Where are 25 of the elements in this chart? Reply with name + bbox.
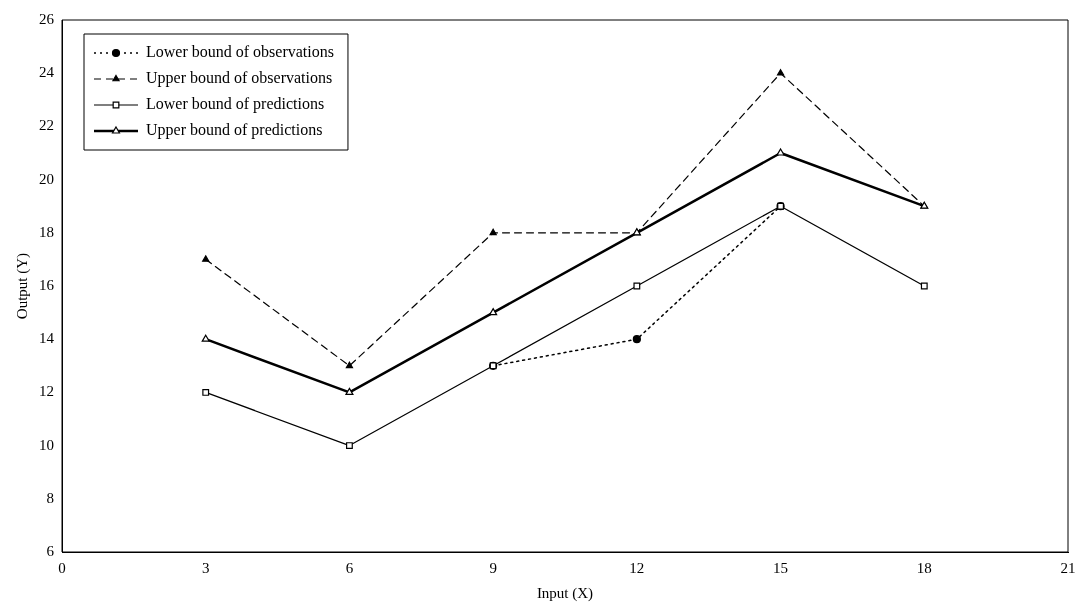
x-tick-label: 18 xyxy=(916,559,932,576)
legend-label: Upper bound of observations xyxy=(146,69,333,88)
y-tick-label: 6 xyxy=(46,542,55,559)
y-tick-label: 12 xyxy=(39,383,54,400)
legend-label: Upper bound of predictions xyxy=(146,121,323,140)
x-axis-title: Input (X) xyxy=(536,584,594,602)
legend-label: Lower bound of observations xyxy=(146,43,334,61)
y-tick-label: 14 xyxy=(39,330,55,347)
x-tick-label: 9 xyxy=(489,559,497,576)
y-tick-label: 20 xyxy=(39,170,54,187)
legend-label: Lower bound of predictions xyxy=(146,95,325,114)
x-tick-label: 3 xyxy=(201,559,210,576)
y-tick-label: 26 xyxy=(39,10,55,27)
x-tick-label: 21 xyxy=(1060,559,1076,576)
y-tick-label: 10 xyxy=(39,436,54,453)
y-tick-label: 16 xyxy=(39,276,55,293)
x-tick-label: 6 xyxy=(345,559,354,576)
x-tick-label: 15 xyxy=(773,559,789,576)
y-tick-label: 22 xyxy=(39,117,54,134)
x-tick-label: 12 xyxy=(629,559,645,576)
y-tick-label: 8 xyxy=(46,489,54,506)
y-tick-label: 18 xyxy=(39,223,54,240)
x-tick-label: 0 xyxy=(58,559,66,576)
y-tick-label: 24 xyxy=(39,64,55,81)
y-axis-title: Output (Y) xyxy=(13,252,31,320)
